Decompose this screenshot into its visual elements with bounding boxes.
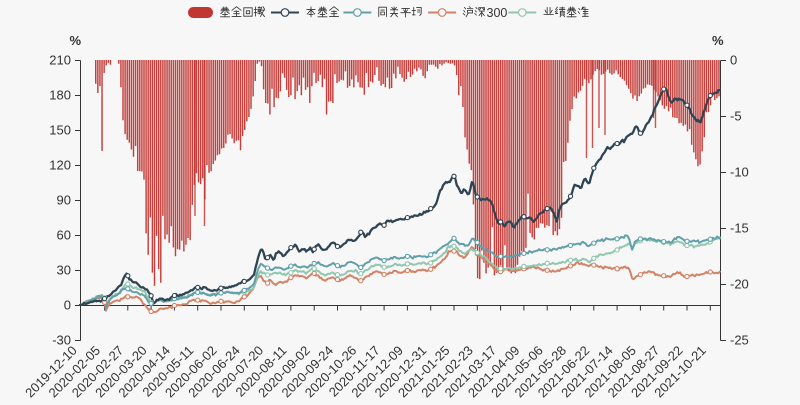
svg-text:300: 300 [487, 6, 508, 20]
svg-text:0: 0 [730, 53, 737, 68]
svg-text:-20: -20 [730, 277, 749, 292]
svg-text:-15: -15 [730, 221, 749, 236]
svg-text:210: 210 [49, 53, 71, 68]
svg-text:-5: -5 [730, 109, 742, 124]
svg-text:90: 90 [57, 193, 71, 208]
svg-text:30: 30 [57, 263, 71, 278]
svg-text:%: % [712, 33, 724, 48]
svg-text:120: 120 [49, 158, 71, 173]
svg-text:-10: -10 [730, 165, 749, 180]
svg-text:180: 180 [49, 88, 71, 103]
svg-text:%: % [69, 33, 81, 48]
svg-text:150: 150 [49, 123, 71, 138]
svg-text:-25: -25 [730, 333, 749, 348]
svg-text:-30: -30 [52, 333, 71, 348]
svg-text:60: 60 [57, 228, 71, 243]
svg-text:0: 0 [64, 298, 71, 313]
